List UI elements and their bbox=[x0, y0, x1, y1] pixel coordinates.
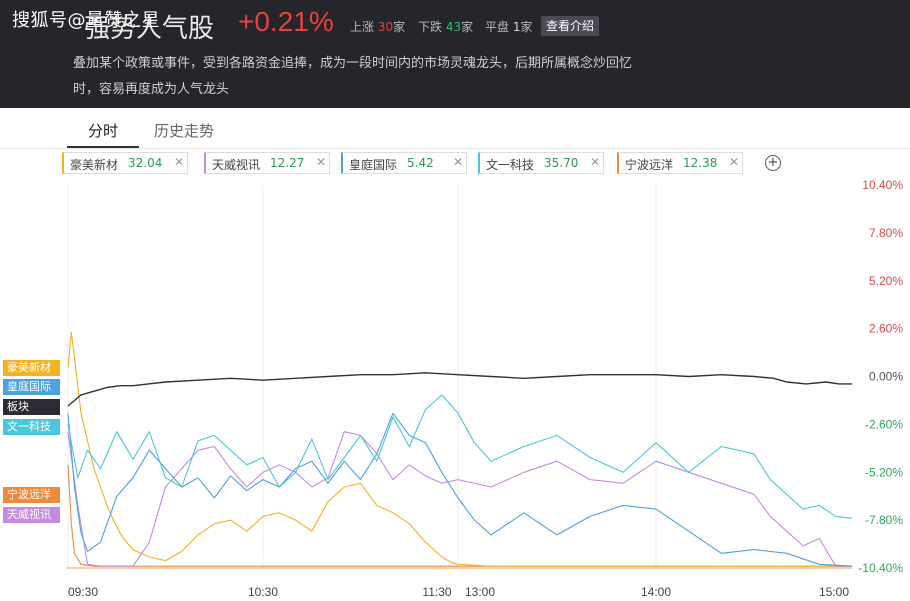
description-line-1: 叠加某个政策或事件，受到各路资金追捧，成为一段时间内的市场灵魂龙头，后期所属概念… bbox=[73, 56, 633, 71]
side-label-2: 板块 bbox=[3, 399, 60, 415]
x-tick-label: 09:30 bbox=[68, 585, 98, 599]
stock-chip-2[interactable]: 皇庭国际 5.42 ✕ bbox=[341, 152, 467, 174]
close-icon[interactable]: ✕ bbox=[316, 155, 327, 169]
down-label: 下跌 bbox=[418, 20, 443, 34]
down-unit: 家 bbox=[461, 20, 474, 34]
y-tick-label: 10.40% bbox=[862, 178, 903, 192]
tab-history[interactable]: 历史走势 bbox=[154, 122, 215, 140]
stock-chip-3[interactable]: 文一科技 35.70 ✕ bbox=[478, 152, 604, 174]
down-count: 43 bbox=[445, 20, 462, 34]
y-tick-label: -5.20% bbox=[865, 465, 903, 479]
x-tick-label: 14:00 bbox=[641, 585, 671, 599]
series-line-0 bbox=[67, 372, 852, 407]
side-label-5: 天威视讯 bbox=[3, 507, 60, 523]
y-tick-label: 2.60% bbox=[869, 322, 903, 336]
up-count: 30 bbox=[377, 20, 394, 34]
y-tick-label: 7.80% bbox=[869, 226, 903, 240]
up-label: 上涨 bbox=[350, 20, 375, 34]
stock-chip-0[interactable]: 豪美新材 32.04 ✕ bbox=[62, 152, 188, 174]
y-tick-label: -10.40% bbox=[858, 561, 903, 575]
stock-chip-4[interactable]: 宁波远洋 12.38 ✕ bbox=[617, 152, 743, 174]
y-tick-label: 5.20% bbox=[869, 274, 903, 288]
stock-chip-price: 5.42 bbox=[407, 156, 434, 170]
stock-chip-price: 12.38 bbox=[683, 156, 718, 170]
stock-chip-price: 35.70 bbox=[544, 156, 579, 170]
chart-grid bbox=[66, 185, 852, 569]
watermark: 搜狐号@量赞之星 bbox=[12, 10, 160, 31]
y-tick-label: 0.00% bbox=[869, 370, 903, 384]
sector-description: 叠加某个政策或事件，受到各路资金追捧，成为一段时间内的市场灵魂龙头，后期所属概念… bbox=[73, 51, 683, 103]
close-icon[interactable]: ✕ bbox=[453, 155, 464, 169]
stock-chip-name: 豪美新材 bbox=[70, 158, 119, 172]
up-unit: 家 bbox=[393, 20, 406, 34]
tab-intraday[interactable]: 分时 bbox=[88, 122, 119, 140]
series-line-1 bbox=[67, 331, 852, 567]
stock-chip-name: 宁波远洋 bbox=[625, 158, 674, 172]
chart-tabs: 分时 历史走势 bbox=[0, 108, 910, 149]
side-label-3: 文一科技 bbox=[3, 419, 60, 435]
flat-stat: 平盘 1家 bbox=[485, 18, 533, 35]
series-line-2 bbox=[67, 431, 852, 567]
y-tick-label: -7.80% bbox=[865, 513, 903, 527]
stock-chip-name: 皇庭国际 bbox=[349, 158, 398, 172]
stock-chip-price: 32.04 bbox=[128, 156, 163, 170]
x-tick-label: 11:30 bbox=[422, 585, 451, 599]
up-stat: 上涨 30家 bbox=[350, 18, 405, 35]
flat-label: 平盘 bbox=[485, 20, 510, 34]
series-lines bbox=[67, 331, 853, 567]
series-line-4 bbox=[67, 394, 853, 519]
side-label-4: 宁波远洋 bbox=[3, 487, 60, 503]
stock-chip-name: 天威视讯 bbox=[212, 158, 261, 172]
side-label-1: 皇庭国际 bbox=[3, 379, 60, 395]
down-stat: 下跌 43家 bbox=[418, 18, 473, 35]
y-tick-label: -2.60% bbox=[865, 417, 903, 431]
description-line-2: 时，容易再度成为人气龙头 bbox=[73, 82, 230, 97]
plus-circle-icon[interactable]: + bbox=[765, 155, 781, 171]
close-icon[interactable]: ✕ bbox=[174, 155, 185, 169]
flat-unit: 家 bbox=[520, 20, 533, 34]
side-label-0: 豪美新材 bbox=[3, 360, 60, 376]
series-line-3 bbox=[67, 412, 853, 567]
y-axis-ticks: 10.40% 7.80% 5.20% 2.60% 0.00% -2.60% -5.20% -7… bbox=[858, 178, 903, 575]
sector-title: 强势人气股 bbox=[84, 14, 215, 44]
active-tab-indicator bbox=[67, 146, 139, 148]
close-icon[interactable]: ✕ bbox=[729, 155, 740, 169]
stock-chip-name: 文一科技 bbox=[486, 158, 535, 172]
header-bar: 强势人气股 搜狐号@量赞之星 +0.21% 上涨 30家 下跌 43家 平盘 1… bbox=[0, 0, 910, 108]
close-icon[interactable]: ✕ bbox=[590, 155, 601, 169]
stock-chip-price: 12.27 bbox=[270, 156, 305, 170]
x-tick-label: 15:00 bbox=[819, 585, 849, 599]
x-axis-ticks: 09:30 10:30 11:30 13:00 14:00 15:00 bbox=[68, 585, 849, 599]
x-tick-label: 10:30 bbox=[248, 585, 278, 599]
view-intro-button[interactable]: 查看介绍 bbox=[541, 16, 600, 36]
x-tick-label: 13:00 bbox=[465, 585, 495, 599]
stock-chip-1[interactable]: 天威视讯 12.27 ✕ bbox=[204, 152, 330, 174]
sector-change: +0.21% bbox=[238, 6, 334, 37]
flat-count: 1 bbox=[512, 20, 521, 34]
